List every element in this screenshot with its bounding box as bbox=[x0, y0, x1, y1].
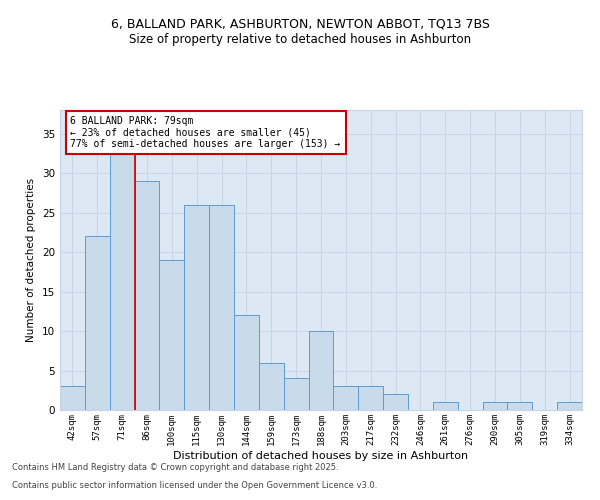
Bar bbox=[482, 402, 508, 410]
Bar bbox=[433, 402, 458, 410]
X-axis label: Distribution of detached houses by size in Ashburton: Distribution of detached houses by size … bbox=[173, 450, 469, 460]
Text: 6, BALLAND PARK, ASHBURTON, NEWTON ABBOT, TQ13 7BS: 6, BALLAND PARK, ASHBURTON, NEWTON ABBOT… bbox=[110, 18, 490, 30]
Bar bbox=[334, 386, 358, 410]
Text: Contains HM Land Registry data © Crown copyright and database right 2025.: Contains HM Land Registry data © Crown c… bbox=[12, 464, 338, 472]
Text: 6 BALLAND PARK: 79sqm
← 23% of detached houses are smaller (45)
77% of semi-deta: 6 BALLAND PARK: 79sqm ← 23% of detached … bbox=[70, 116, 341, 149]
Bar bbox=[184, 204, 209, 410]
Y-axis label: Number of detached properties: Number of detached properties bbox=[26, 178, 37, 342]
Bar bbox=[60, 386, 85, 410]
Bar bbox=[508, 402, 532, 410]
Bar bbox=[358, 386, 383, 410]
Bar bbox=[557, 402, 582, 410]
Bar bbox=[160, 260, 184, 410]
Text: Contains public sector information licensed under the Open Government Licence v3: Contains public sector information licen… bbox=[12, 481, 377, 490]
Bar bbox=[284, 378, 308, 410]
Bar bbox=[134, 181, 160, 410]
Bar bbox=[209, 204, 234, 410]
Bar bbox=[85, 236, 110, 410]
Bar bbox=[259, 362, 284, 410]
Bar bbox=[383, 394, 408, 410]
Bar bbox=[308, 331, 334, 410]
Text: Size of property relative to detached houses in Ashburton: Size of property relative to detached ho… bbox=[129, 32, 471, 46]
Bar bbox=[110, 150, 134, 410]
Bar bbox=[234, 316, 259, 410]
